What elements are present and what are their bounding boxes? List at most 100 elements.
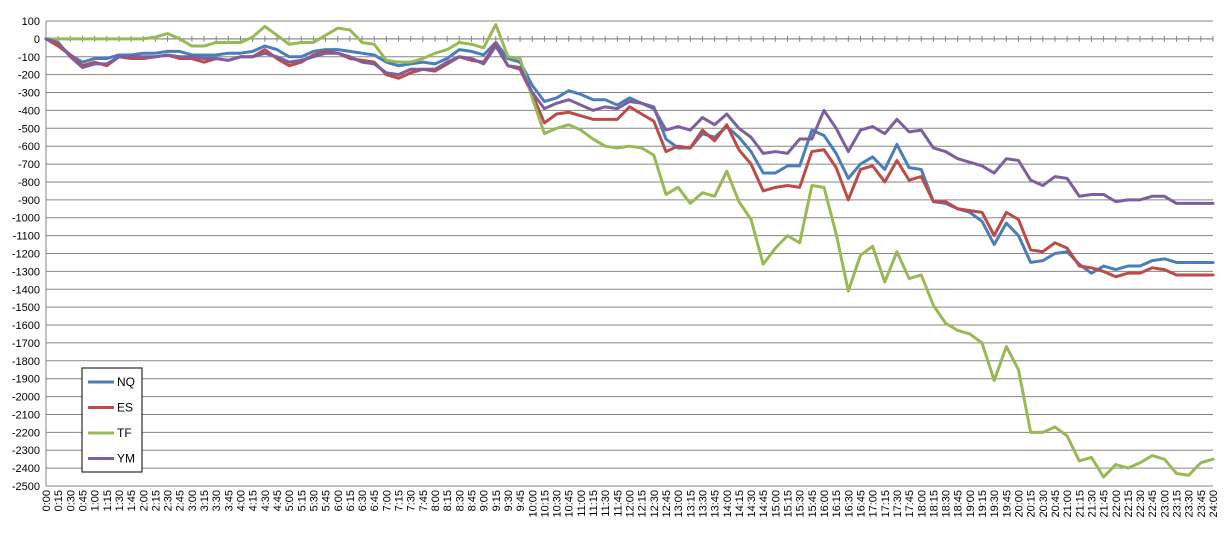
x-tick-label: 19:00 [965,490,977,518]
x-tick-label: 23:30 [1184,490,1196,518]
x-tick-label: 9:30 [503,490,515,511]
x-tick-label: 5:00 [284,490,296,511]
legend-label-nq: NQ [117,375,135,389]
x-tick-label: 22:30 [1135,490,1147,518]
x-tick-label: 0:15 [53,490,65,511]
x-tick-label: 21:15 [1074,490,1086,518]
y-tick-label: -400 [18,105,40,117]
y-tick-label: -1000 [12,213,40,225]
y-tick-label: 100 [22,16,40,28]
y-tick-label: -800 [18,177,40,189]
x-tick-label: 15:45 [807,490,819,518]
x-tick-label: 5:45 [321,490,333,511]
x-tick-label: 14:45 [758,490,770,518]
legend-label-ym: YM [117,452,135,466]
x-tick-label: 1:30 [114,490,126,511]
x-tick-label: 6:45 [369,490,381,511]
x-tick-label: 9:15 [491,490,503,511]
x-tick-label: 6:00 [333,490,345,511]
x-tick-label: 16:15 [831,490,843,518]
x-tick-label: 23:45 [1196,490,1208,518]
x-tick-label: 20:00 [1014,490,1026,518]
x-tick-label: 21:45 [1099,490,1111,518]
x-tick-label: 1:45 [126,490,138,511]
x-tick-label: 16:45 [855,490,867,518]
x-tick-labels: 0:00 0:15 0:30 0:45 1:00 1:15 1:30 1:45 2:00 2:15… [41,490,1220,518]
x-tick-label: 1:00 [90,490,102,511]
x-tick-label: 22:00 [1111,490,1123,518]
y-tick-label: -1300 [12,266,40,278]
y-tick-label: -2300 [12,445,40,457]
x-tick-label: 18:45 [953,490,965,518]
x-tick-label: 24:00 [1208,490,1220,518]
y-tick-label: -1500 [12,302,40,314]
x-tick-label: 12:30 [649,490,661,518]
y-tick-label: -1400 [12,284,40,296]
x-tick-label: 13:45 [710,490,722,518]
x-tick-label: 14:00 [722,490,734,518]
x-tick-label: 18:30 [941,490,953,518]
x-tick-label: 4:00 [236,490,248,511]
x-tick-label: 3:00 [187,490,199,511]
y-tick-label: -2000 [12,392,40,404]
x-tick-label: 8:00 [430,490,442,511]
series-line-nq [44,37,1215,275]
x-tick-label: 2:00 [138,490,150,511]
series-line-ym [44,37,1215,205]
y-tick-label: 0 [34,34,40,46]
legend-label-es: ES [117,401,133,415]
x-tick-label: 19:30 [989,490,1001,518]
x-tick-label: 4:15 [248,490,260,511]
x-tick-label: 4:30 [260,490,272,511]
x-tick-label: 10:15 [539,490,551,518]
x-tick-label: 22:15 [1123,490,1135,518]
x-tick-label: 6:15 [345,490,357,511]
y-tick-label: -500 [18,123,40,135]
x-tick-label: 21:30 [1086,490,1098,518]
x-tick-label: 11:30 [600,490,612,517]
x-tick-label: 22:45 [1147,490,1159,518]
legend: NQ ES TF YM [81,367,143,473]
x-tick-label: 11:45 [612,490,624,517]
x-tick-label: 5:15 [296,490,308,511]
x-tick-label: 15:30 [795,490,807,518]
y-tick-label: -200 [18,70,40,82]
x-tick-label: 15:00 [770,490,782,518]
y-tick-label: -2200 [12,427,40,439]
x-tick-label: 23:15 [1172,490,1184,518]
x-tick-label: 7:45 [418,490,430,511]
x-tick-label: 2:30 [163,490,175,511]
x-tick-label: 18:00 [916,490,928,518]
x-tick-label: 20:30 [1038,490,1050,518]
x-tick-label: 20:45 [1050,490,1062,518]
y-tick-label: -1800 [12,356,40,368]
x-tick-label: 14:15 [734,490,746,518]
y-tick-label: -900 [18,195,40,207]
y-tick-labels: 100 0 -100 -200 -300 -400 -500 -600 -700 -800 -900… [12,16,40,493]
x-tick-label: 13:00 [673,490,685,518]
y-tick-label: -100 [18,52,40,64]
x-tick-label: 14:30 [746,490,758,518]
x-tick-label: 11:00 [576,490,588,517]
x-tick-label: 4:45 [272,490,284,511]
x-tick-label: 17:45 [904,490,916,518]
x-tick-label: 9:00 [479,490,491,511]
x-tick-label: 15:15 [783,490,795,518]
x-tick-label: 8:15 [442,490,454,511]
legend-label-tf: TF [117,426,132,440]
gridlines [46,20,1213,487]
x-tick-label: 3:45 [223,490,235,511]
x-tick-label: 6:30 [357,490,369,511]
x-tick-label: 17:30 [892,490,904,518]
x-tick-label: 7:30 [406,490,418,511]
x-tick-label: 17:00 [868,490,880,518]
x-tick-label: 18:15 [928,490,940,518]
x-tick-label: 12:45 [661,490,673,518]
x-tick-label: 3:15 [199,490,211,511]
y-tick-label: -700 [18,159,40,171]
x-tick-label: 10:30 [552,490,564,518]
x-tick-label: 3:30 [211,490,223,511]
x-tick-label: 13:15 [685,490,697,518]
